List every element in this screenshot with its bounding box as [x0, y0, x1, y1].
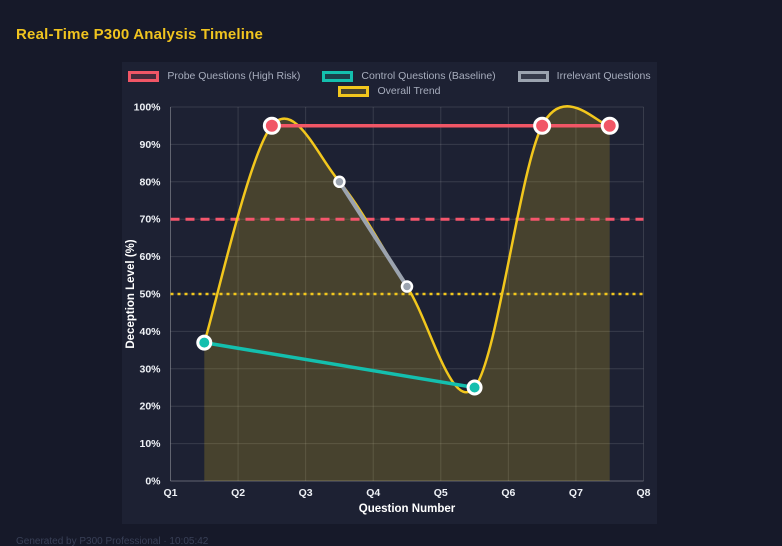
x-axis-title: Question Number [359, 503, 456, 515]
legend-swatch [338, 85, 370, 97]
y-tick-label: 0% [145, 476, 161, 488]
y-tick-label: 30% [139, 363, 161, 375]
legend-swatch [128, 70, 160, 82]
y-tick-label: 60% [139, 251, 161, 263]
legend-label: Control Questions (Baseline) [361, 70, 496, 82]
x-tick-label: Q3 [299, 487, 313, 499]
legend-label: Irrelevant Questions [556, 70, 651, 82]
legend-swatch [322, 70, 354, 82]
x-tick-label: Q6 [501, 487, 515, 499]
legend-row: Overall Trend [338, 85, 441, 97]
page-title: Real-Time P300 Analysis Timeline [16, 26, 264, 43]
series-line [202, 340, 477, 390]
legend-item[interactable]: Probe Questions (High Risk) [128, 70, 300, 82]
series-line [337, 179, 409, 289]
footer-note: Generated by P300 Professional · 10:05:4… [16, 536, 209, 546]
data-point[interactable] [262, 116, 281, 135]
data-point[interactable] [600, 116, 619, 135]
y-tick-label: 70% [139, 214, 161, 226]
x-tick-label: Q8 [636, 487, 650, 499]
x-tick-label: Q4 [366, 487, 380, 499]
x-tick-label: Q2 [231, 487, 245, 499]
y-tick-label: 10% [139, 438, 161, 450]
data-point[interactable] [400, 280, 414, 293]
y-tick-label: 90% [139, 139, 161, 151]
y-axis-title: Deception Level (%) [125, 239, 137, 348]
y-tick-label: 20% [139, 401, 161, 413]
legend-label: Probe Questions (High Risk) [167, 70, 301, 82]
y-tick-label: 40% [139, 326, 161, 338]
legend-item[interactable]: Control Questions (Baseline) [322, 70, 496, 82]
legend-row: Probe Questions (High Risk) Control Quest… [128, 70, 651, 82]
y-tick-label: 80% [139, 176, 161, 188]
data-point[interactable] [196, 334, 213, 351]
x-tick-label: Q7 [569, 487, 583, 499]
legend-item[interactable]: Irrelevant Questions [517, 70, 651, 82]
legend-label: Overall Trend [377, 85, 441, 97]
x-tick-label: Q5 [434, 487, 448, 499]
data-point[interactable] [333, 175, 346, 189]
data-point[interactable] [533, 116, 552, 135]
x-tick-label: Q1 [163, 487, 177, 499]
y-tick-label: 100% [134, 102, 162, 114]
legend-item[interactable]: Overall Trend [338, 85, 441, 97]
chart-legend: Probe Questions (High Risk) Control Quest… [122, 70, 657, 97]
y-tick-label: 50% [139, 289, 161, 301]
trend-area-fill [204, 106, 610, 481]
data-point[interactable] [466, 379, 483, 396]
legend-swatch [517, 70, 549, 82]
